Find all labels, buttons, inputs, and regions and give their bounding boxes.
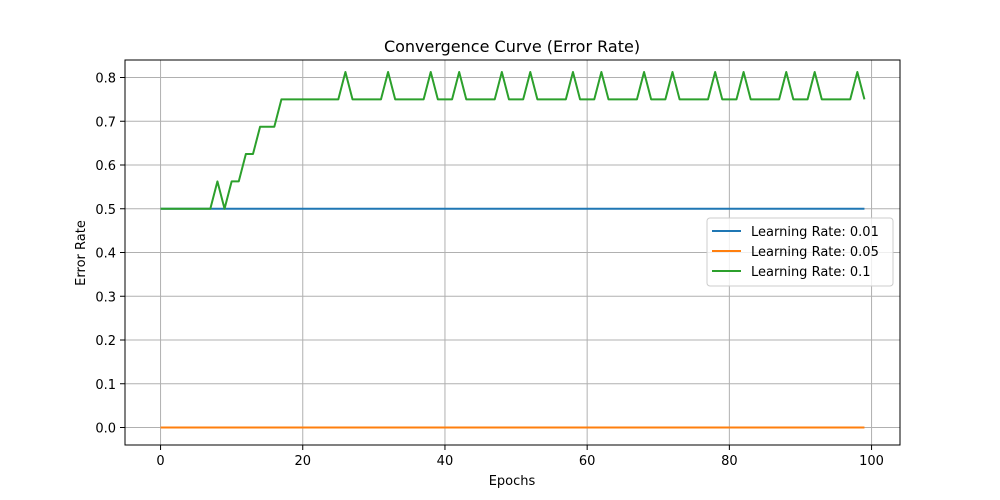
y-axis-label: Error Rate bbox=[74, 220, 89, 286]
y-tick-label: 0.2 bbox=[95, 334, 116, 349]
y-tick-label: 0.7 bbox=[95, 115, 116, 130]
legend-label-1: Learning Rate: 0.01 bbox=[751, 225, 879, 240]
x-axis: 0 20 40 60 80 100 bbox=[156, 445, 884, 469]
series-line-3 bbox=[160, 71, 866, 210]
y-tick-label: 0.8 bbox=[95, 72, 116, 87]
legend-label-2: Learning Rate: 0.05 bbox=[751, 245, 879, 260]
x-tick-label: 0 bbox=[156, 454, 164, 469]
x-tick-label: 40 bbox=[437, 454, 454, 469]
legend-label-3: Learning Rate: 0.1 bbox=[751, 265, 871, 280]
x-axis-label: Epochs bbox=[489, 474, 536, 489]
y-tick-label: 0.0 bbox=[95, 422, 116, 437]
y-tick-label: 0.3 bbox=[95, 290, 116, 305]
x-tick-label: 100 bbox=[859, 454, 884, 469]
y-axis: 0.0 0.1 0.2 0.3 0.4 0.5 0.6 0.7 0.8 bbox=[95, 72, 125, 437]
legend-box bbox=[706, 217, 894, 287]
legend: Learning Rate: 0.01 Learning Rate: 0.05 Le… bbox=[706, 217, 894, 287]
x-tick-label: 60 bbox=[579, 454, 596, 469]
chart-title: Convergence Curve (Error Rate) bbox=[384, 37, 640, 56]
x-tick-label: 80 bbox=[721, 454, 738, 469]
y-tick-label: 0.6 bbox=[95, 159, 116, 174]
y-tick-label: 0.4 bbox=[95, 247, 116, 262]
y-tick-label: 0.5 bbox=[95, 203, 116, 218]
y-tick-label: 0.1 bbox=[95, 378, 116, 393]
series-layer bbox=[160, 71, 866, 429]
x-tick-label: 20 bbox=[294, 454, 311, 469]
